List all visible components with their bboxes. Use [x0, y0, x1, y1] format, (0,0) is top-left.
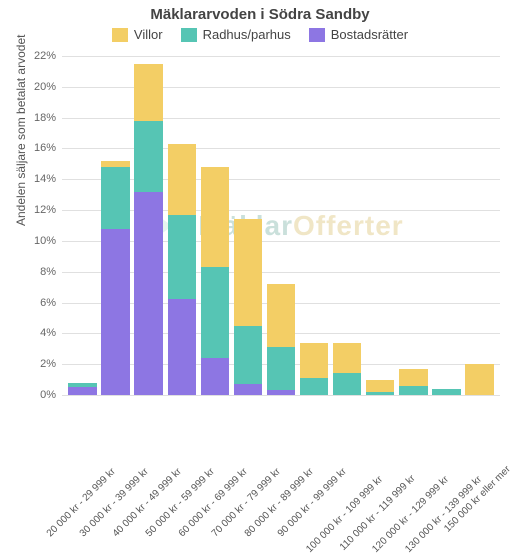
bar-slot: 80 000 kr - 89 999 kr — [264, 56, 297, 395]
stacked-bar — [201, 167, 229, 395]
bar-segment-radhus — [234, 326, 262, 385]
legend-swatch-bostad — [309, 28, 325, 42]
bar-slot: 100 000 kr - 109 999 kr — [331, 56, 364, 395]
y-tick-label: 18% — [34, 112, 56, 124]
legend: Villor Radhus/parhus Bostadsrätter — [0, 23, 520, 44]
bar-slot: 60 000 kr - 69 999 kr — [198, 56, 231, 395]
bar-segment-bostad — [101, 229, 129, 395]
stacked-bar — [234, 219, 262, 395]
legend-label-bostad: Bostadsrätter — [331, 27, 408, 42]
bar-segment-bostad — [234, 384, 262, 395]
bar-segment-radhus — [168, 215, 196, 300]
bar-segment-villor — [465, 364, 493, 395]
legend-label-villor: Villor — [134, 27, 163, 42]
bar-segment-radhus — [267, 347, 295, 390]
chart-title: Mäklararvoden i Södra Sandby — [0, 0, 520, 23]
legend-item-bostad: Bostadsrätter — [309, 27, 408, 42]
bar-segment-radhus — [366, 392, 394, 395]
bar-segment-villor — [201, 167, 229, 267]
stacked-bar — [465, 364, 493, 395]
y-tick-label: 0% — [40, 389, 56, 401]
bar-slot: 40 000 kr - 49 999 kr — [132, 56, 165, 395]
bar-segment-villor — [300, 343, 328, 378]
bar-segment-radhus — [101, 167, 129, 229]
bar-segment-bostad — [168, 299, 196, 395]
y-tick-label: 8% — [40, 266, 56, 278]
grid-line — [62, 395, 500, 396]
legend-swatch-radhus — [181, 28, 197, 42]
bar-segment-bostad — [134, 192, 162, 395]
y-tick-label: 14% — [34, 173, 56, 185]
y-tick-label: 20% — [34, 81, 56, 93]
stacked-bar — [300, 343, 328, 395]
stacked-bar — [168, 144, 196, 395]
bar-slot: 90 000 kr - 99 999 kr — [298, 56, 331, 395]
bar-slot: 110 000 kr - 119 999 kr — [364, 56, 397, 395]
y-tick-label: 2% — [40, 358, 56, 370]
stacked-bar — [399, 369, 427, 395]
bar-segment-bostad — [267, 390, 295, 395]
bar-slot: 70 000 kr - 79 999 kr — [231, 56, 264, 395]
bar-segment-bostad — [68, 387, 96, 395]
bar-slot: 30 000 kr - 39 999 kr — [99, 56, 132, 395]
bar-segment-villor — [134, 64, 162, 121]
legend-label-radhus: Radhus/parhus — [203, 27, 291, 42]
bar-segment-villor — [366, 380, 394, 392]
y-tick-label: 16% — [34, 142, 56, 154]
bar-slot: 50 000 kr - 59 999 kr — [165, 56, 198, 395]
bar-segment-radhus — [333, 373, 361, 395]
bar-slot: 120 000 kr - 129 999 kr — [397, 56, 430, 395]
stacked-bar — [366, 380, 394, 395]
y-tick-label: 12% — [34, 204, 56, 216]
legend-item-villor: Villor — [112, 27, 163, 42]
chart-area: MäklarOfferter 0%2%4%6%8%10%12%14%16%18%… — [62, 56, 500, 396]
bar-slot: 150 000 kr eller mer — [463, 56, 496, 395]
bar-segment-villor — [399, 369, 427, 386]
stacked-bar — [267, 284, 295, 395]
stacked-bar — [101, 161, 129, 395]
bars-container: 20 000 kr - 29 999 kr30 000 kr - 39 999 … — [62, 56, 500, 395]
y-tick-label: 10% — [34, 235, 56, 247]
bar-segment-radhus — [432, 389, 460, 395]
bar-segment-radhus — [300, 378, 328, 395]
bar-segment-villor — [333, 343, 361, 374]
stacked-bar — [68, 383, 96, 395]
bar-segment-radhus — [134, 121, 162, 192]
bar-slot: 20 000 kr - 29 999 kr — [66, 56, 99, 395]
bar-segment-radhus — [201, 267, 229, 358]
stacked-bar — [432, 389, 460, 395]
stacked-bar — [134, 64, 162, 395]
bar-segment-villor — [267, 284, 295, 347]
y-tick-label: 4% — [40, 327, 56, 339]
bar-segment-villor — [234, 219, 262, 325]
legend-item-radhus: Radhus/parhus — [181, 27, 291, 42]
y-axis-label: Andelen säljare som betalat arvodet — [14, 35, 28, 226]
legend-swatch-villor — [112, 28, 128, 42]
stacked-bar — [333, 343, 361, 395]
y-tick-label: 6% — [40, 297, 56, 309]
y-tick-label: 22% — [34, 50, 56, 62]
bar-segment-villor — [168, 144, 196, 215]
bar-segment-bostad — [201, 358, 229, 395]
bar-segment-radhus — [399, 386, 427, 395]
bar-slot: 130 000 kr - 139 999 kr — [430, 56, 463, 395]
